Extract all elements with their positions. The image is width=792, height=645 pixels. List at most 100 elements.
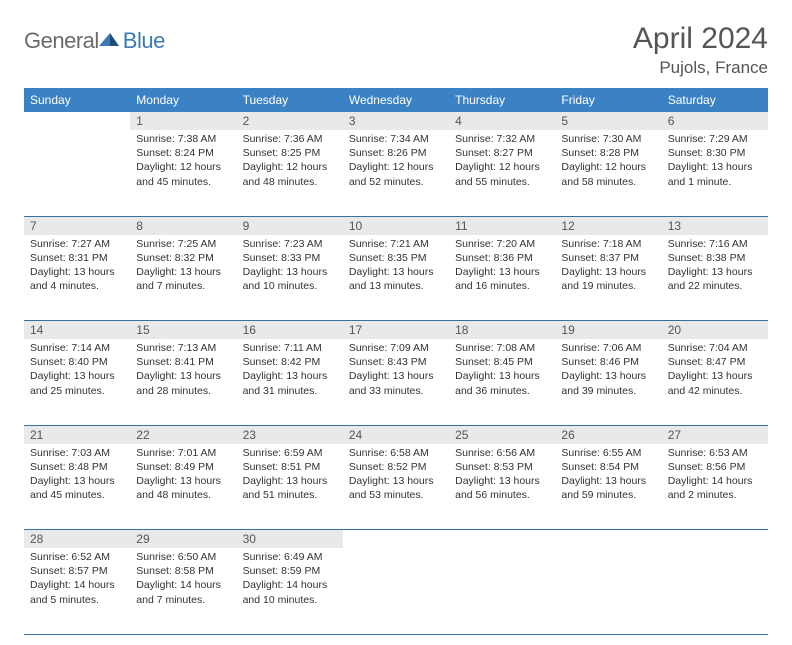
day-number-row: 282930 xyxy=(24,530,768,549)
day-cell: Sunrise: 7:04 AMSunset: 8:47 PMDaylight:… xyxy=(662,339,768,425)
weekday-header: Wednesday xyxy=(343,88,449,112)
day-number-row: 21222324252627 xyxy=(24,425,768,444)
day-cell: Sunrise: 7:14 AMSunset: 8:40 PMDaylight:… xyxy=(24,339,130,425)
day-number-cell: 5 xyxy=(555,112,661,130)
calendar-head: SundayMondayTuesdayWednesdayThursdayFrid… xyxy=(24,88,768,112)
day-number-cell: 13 xyxy=(662,216,768,235)
day-cell: Sunrise: 7:16 AMSunset: 8:38 PMDaylight:… xyxy=(662,235,768,321)
day-number-cell: 18 xyxy=(449,321,555,340)
day-cell: Sunrise: 7:08 AMSunset: 8:45 PMDaylight:… xyxy=(449,339,555,425)
sunset-line: Sunset: 8:38 PM xyxy=(668,251,762,265)
day-details: Sunrise: 7:03 AMSunset: 8:48 PMDaylight:… xyxy=(24,444,130,507)
sunrise-line: Sunrise: 6:50 AM xyxy=(136,550,230,564)
day-number-cell: 27 xyxy=(662,425,768,444)
daylight-line: Daylight: 14 hours and 7 minutes. xyxy=(136,578,230,606)
daylight-line: Daylight: 12 hours and 58 minutes. xyxy=(561,160,655,188)
sunrise-line: Sunrise: 7:20 AM xyxy=(455,237,549,251)
sunset-line: Sunset: 8:53 PM xyxy=(455,460,549,474)
day-number-cell: 26 xyxy=(555,425,661,444)
sunset-line: Sunset: 8:35 PM xyxy=(349,251,443,265)
sunrise-line: Sunrise: 7:18 AM xyxy=(561,237,655,251)
location-label: Pujols, France xyxy=(633,58,768,78)
daylight-line: Daylight: 13 hours and 13 minutes. xyxy=(349,265,443,293)
sunset-line: Sunset: 8:41 PM xyxy=(136,355,230,369)
logo-text-general: General xyxy=(24,28,99,54)
daylight-line: Daylight: 13 hours and 19 minutes. xyxy=(561,265,655,293)
sunset-line: Sunset: 8:49 PM xyxy=(136,460,230,474)
day-cell xyxy=(24,130,130,216)
sunset-line: Sunset: 8:40 PM xyxy=(30,355,124,369)
day-cell: Sunrise: 6:55 AMSunset: 8:54 PMDaylight:… xyxy=(555,444,661,530)
day-number-cell: 17 xyxy=(343,321,449,340)
sunrise-line: Sunrise: 7:14 AM xyxy=(30,341,124,355)
sunset-line: Sunset: 8:28 PM xyxy=(561,146,655,160)
sunrise-line: Sunrise: 7:09 AM xyxy=(349,341,443,355)
sunrise-line: Sunrise: 6:53 AM xyxy=(668,446,762,460)
daylight-line: Daylight: 14 hours and 5 minutes. xyxy=(30,578,124,606)
day-details: Sunrise: 7:25 AMSunset: 8:32 PMDaylight:… xyxy=(130,235,236,298)
day-details: Sunrise: 7:21 AMSunset: 8:35 PMDaylight:… xyxy=(343,235,449,298)
title-block: April 2024 Pujols, France xyxy=(633,22,768,78)
day-details: Sunrise: 6:55 AMSunset: 8:54 PMDaylight:… xyxy=(555,444,661,507)
day-number-cell: 9 xyxy=(237,216,343,235)
day-cell: Sunrise: 7:06 AMSunset: 8:46 PMDaylight:… xyxy=(555,339,661,425)
daylight-line: Daylight: 12 hours and 55 minutes. xyxy=(455,160,549,188)
daylight-line: Daylight: 13 hours and 10 minutes. xyxy=(243,265,337,293)
sunrise-line: Sunrise: 7:04 AM xyxy=(668,341,762,355)
day-number-cell: 14 xyxy=(24,321,130,340)
sunrise-line: Sunrise: 7:38 AM xyxy=(136,132,230,146)
day-details: Sunrise: 7:27 AMSunset: 8:31 PMDaylight:… xyxy=(24,235,130,298)
sunrise-line: Sunrise: 7:32 AM xyxy=(455,132,549,146)
daylight-line: Daylight: 13 hours and 16 minutes. xyxy=(455,265,549,293)
sunset-line: Sunset: 8:48 PM xyxy=(30,460,124,474)
sunrise-line: Sunrise: 7:29 AM xyxy=(668,132,762,146)
day-details: Sunrise: 7:01 AMSunset: 8:49 PMDaylight:… xyxy=(130,444,236,507)
sunrise-line: Sunrise: 7:34 AM xyxy=(349,132,443,146)
sunset-line: Sunset: 8:25 PM xyxy=(243,146,337,160)
day-details: Sunrise: 7:09 AMSunset: 8:43 PMDaylight:… xyxy=(343,339,449,402)
daylight-line: Daylight: 13 hours and 4 minutes. xyxy=(30,265,124,293)
day-cell: Sunrise: 6:52 AMSunset: 8:57 PMDaylight:… xyxy=(24,548,130,634)
day-cell xyxy=(662,548,768,634)
day-cell: Sunrise: 6:50 AMSunset: 8:58 PMDaylight:… xyxy=(130,548,236,634)
sunset-line: Sunset: 8:47 PM xyxy=(668,355,762,369)
sunset-line: Sunset: 8:45 PM xyxy=(455,355,549,369)
sunset-line: Sunset: 8:24 PM xyxy=(136,146,230,160)
sunrise-line: Sunrise: 7:01 AM xyxy=(136,446,230,460)
sunrise-line: Sunrise: 6:58 AM xyxy=(349,446,443,460)
sunrise-line: Sunrise: 7:21 AM xyxy=(349,237,443,251)
sunrise-line: Sunrise: 7:08 AM xyxy=(455,341,549,355)
daylight-line: Daylight: 14 hours and 2 minutes. xyxy=(668,474,762,502)
day-number-cell xyxy=(555,530,661,549)
day-details: Sunrise: 6:59 AMSunset: 8:51 PMDaylight:… xyxy=(237,444,343,507)
calendar-table: SundayMondayTuesdayWednesdayThursdayFrid… xyxy=(24,88,768,635)
sunrise-line: Sunrise: 7:06 AM xyxy=(561,341,655,355)
sunrise-line: Sunrise: 7:36 AM xyxy=(243,132,337,146)
day-cell: Sunrise: 6:58 AMSunset: 8:52 PMDaylight:… xyxy=(343,444,449,530)
day-number-cell: 1 xyxy=(130,112,236,130)
day-number-cell: 20 xyxy=(662,321,768,340)
day-body-row: Sunrise: 7:38 AMSunset: 8:24 PM Daylight:… xyxy=(24,130,768,216)
day-cell: Sunrise: 7:38 AMSunset: 8:24 PMDaylight:… xyxy=(130,130,236,216)
daylight-line: Daylight: 12 hours and 52 minutes. xyxy=(349,160,443,188)
sunset-line: Sunset: 8:51 PM xyxy=(243,460,337,474)
weekday-row: SundayMondayTuesdayWednesdayThursdayFrid… xyxy=(24,88,768,112)
day-cell xyxy=(555,548,661,634)
day-details: Sunrise: 7:30 AMSunset: 8:28 PMDaylight:… xyxy=(555,130,661,193)
day-number-cell: 24 xyxy=(343,425,449,444)
day-number-cell: 8 xyxy=(130,216,236,235)
daylight-line: Daylight: 13 hours and 1 minute. xyxy=(668,160,762,188)
daylight-line: Daylight: 13 hours and 7 minutes. xyxy=(136,265,230,293)
weekday-header: Thursday xyxy=(449,88,555,112)
day-details: Sunrise: 7:14 AMSunset: 8:40 PMDaylight:… xyxy=(24,339,130,402)
day-details: Sunrise: 7:36 AMSunset: 8:25 PMDaylight:… xyxy=(237,130,343,193)
sunset-line: Sunset: 8:33 PM xyxy=(243,251,337,265)
day-cell: Sunrise: 7:21 AMSunset: 8:35 PMDaylight:… xyxy=(343,235,449,321)
day-cell: Sunrise: 7:25 AMSunset: 8:32 PMDaylight:… xyxy=(130,235,236,321)
day-number-cell: 28 xyxy=(24,530,130,549)
day-cell: Sunrise: 7:01 AMSunset: 8:49 PMDaylight:… xyxy=(130,444,236,530)
daylight-line: Daylight: 13 hours and 33 minutes. xyxy=(349,369,443,397)
day-number-cell xyxy=(24,112,130,130)
day-details: Sunrise: 7:13 AMSunset: 8:41 PMDaylight:… xyxy=(130,339,236,402)
logo-mark-icon xyxy=(99,30,121,53)
